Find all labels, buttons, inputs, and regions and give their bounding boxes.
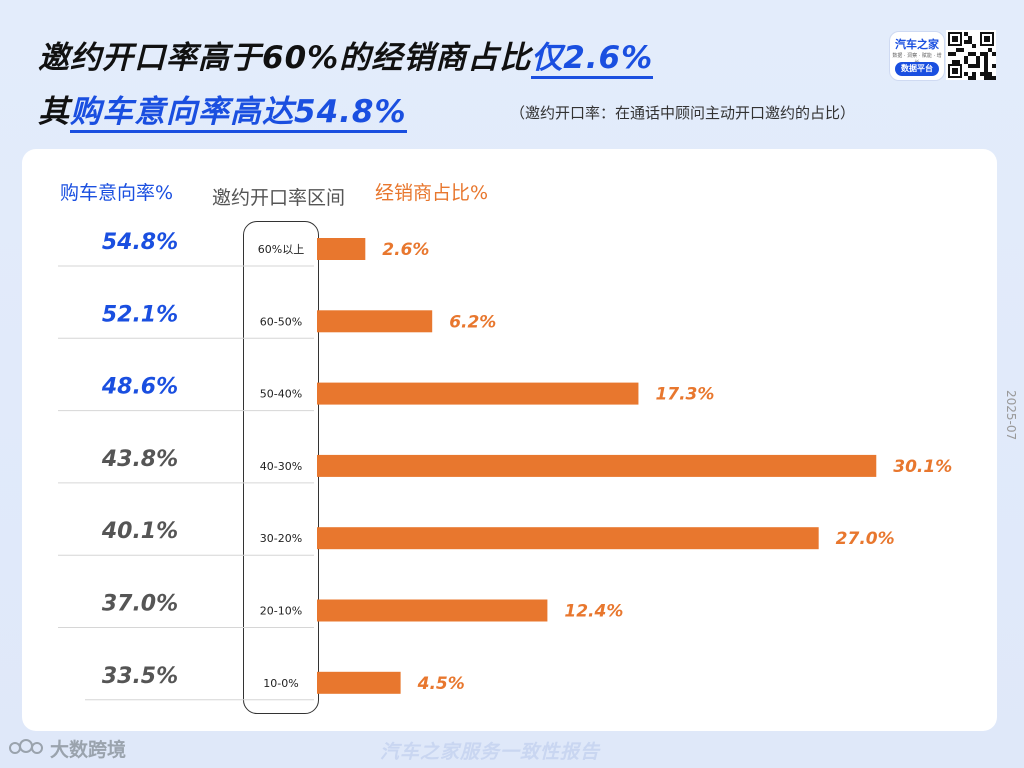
bar-value-label: 6.2% xyxy=(449,312,496,332)
range-label: 20-10% xyxy=(260,605,302,618)
range-label: 40-30% xyxy=(260,460,302,473)
bar xyxy=(317,238,366,260)
intent-rate-label: 54.8% xyxy=(102,230,178,255)
definition-note: （邀约开口率：在通话中顾问主动开口邀约的占比） xyxy=(510,104,856,122)
bar-value-label: 17.3% xyxy=(655,385,714,405)
title-line-2: 其购车意向率高达54.8% xyxy=(38,86,407,133)
bar-value-label: 27.0% xyxy=(836,529,895,549)
bar-value-label: 12.4% xyxy=(564,602,623,622)
side-date: 2025-07 xyxy=(1004,390,1018,441)
bar xyxy=(317,599,548,622)
intent-rate-label: 40.1% xyxy=(101,519,178,544)
chart-card xyxy=(22,149,997,731)
brand-logo-icon xyxy=(9,739,43,754)
intent-rate-label: 37.0% xyxy=(102,592,178,617)
bar xyxy=(317,382,639,405)
range-label: 10-0% xyxy=(263,677,298,690)
title-line-1-highlight: 仅2.6% xyxy=(531,40,654,79)
qr-code-icon xyxy=(946,30,996,80)
title-line-2-prefix: 其 xyxy=(38,94,70,130)
logo-top-text: 汽车之家 xyxy=(895,38,939,51)
title-line-1: 邀约开口率高于60%的经销商占比仅2.6% xyxy=(38,32,654,79)
intent-rate-label: 52.1% xyxy=(102,302,178,327)
logo-bottom-text: 数据平台 xyxy=(895,62,939,76)
bar xyxy=(317,310,433,333)
title-line-1-prefix: 邀约开口率高于60%的经销商占比 xyxy=(38,40,532,76)
header-dealer-share: 经销商占比% xyxy=(375,182,489,204)
title-line-2-highlight: 购车意向率高达54.8% xyxy=(70,94,407,133)
intent-rate-label: 43.8% xyxy=(101,447,178,472)
autohome-logo: 汽车之家 数据 · 洞察 · 赋能 · 增长 数据平台 xyxy=(889,31,945,81)
bar-value-label: 4.5% xyxy=(417,674,465,694)
range-label: 60-50% xyxy=(260,315,302,328)
intent-rate-label: 48.6% xyxy=(101,375,178,400)
bar xyxy=(317,454,877,477)
header-range: 邀约开口率区间 xyxy=(212,187,346,209)
bar-value-label: 2.6% xyxy=(382,240,429,260)
header-intent-rate: 购车意向率% xyxy=(60,182,174,204)
bar xyxy=(317,671,401,694)
range-label: 30-20% xyxy=(260,532,302,545)
bar xyxy=(317,527,819,550)
footer-report-name: 汽车之家服务一致性报告 xyxy=(380,741,601,763)
bar-value-label: 30.1% xyxy=(893,457,952,477)
range-label: 50-40% xyxy=(260,388,302,401)
intent-rate-label: 33.5% xyxy=(102,664,178,689)
brand-left-text: 大数跨境 xyxy=(50,739,127,761)
range-label: 60%以上 xyxy=(258,243,304,256)
